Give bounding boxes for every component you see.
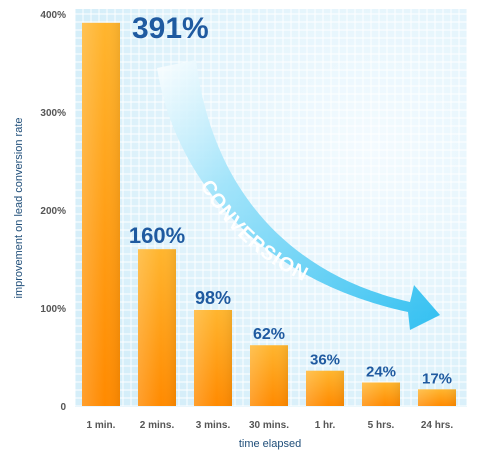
x-tick-label: 3 mins. <box>196 420 231 431</box>
bar-shade <box>362 382 400 406</box>
data-label: 24% <box>366 363 396 380</box>
bars <box>82 22 456 406</box>
data-label: 160% <box>129 223 185 248</box>
arrow-body <box>157 60 440 330</box>
bar-shade <box>250 345 288 406</box>
data-label: 17% <box>422 370 452 387</box>
x-tick-label: 30 mins. <box>249 420 289 431</box>
data-label: 62% <box>253 326 285 343</box>
x-tick-label: 1 min. <box>87 420 116 431</box>
x-tick-label: 1 hr. <box>315 420 336 431</box>
y-tick-label: 300% <box>40 108 66 119</box>
data-labels: 391% 160% 98% 62% 36% 24% 17% <box>129 12 452 387</box>
x-tick-label: 2 mins. <box>140 420 175 431</box>
y-axis-label: improvement on lead conversion rate <box>13 118 25 299</box>
y-tick-label: 0 <box>60 402 66 413</box>
x-tick-label: 24 hrs. <box>421 420 453 431</box>
bar-shade <box>194 309 232 406</box>
bar-shade <box>418 389 456 406</box>
y-tick-label: 100% <box>40 304 66 315</box>
data-label: 391% <box>132 12 209 45</box>
bar-shade <box>82 22 120 406</box>
y-tick-label: 200% <box>40 206 66 217</box>
data-label: 98% <box>195 288 231 308</box>
data-label: 36% <box>310 352 340 369</box>
x-axis-label: time elapsed <box>239 438 301 450</box>
y-tick-label: 400% <box>40 10 66 21</box>
x-axis: 1 min. 2 mins. 3 mins. 30 mins. 1 hr. 5 hrs. 2… <box>87 420 454 431</box>
x-tick-label: 5 hrs. <box>368 420 395 431</box>
bar-shade <box>138 249 176 406</box>
bar-shade <box>306 370 344 406</box>
y-axis: 0 100% 200% 300% 400% <box>40 10 66 413</box>
